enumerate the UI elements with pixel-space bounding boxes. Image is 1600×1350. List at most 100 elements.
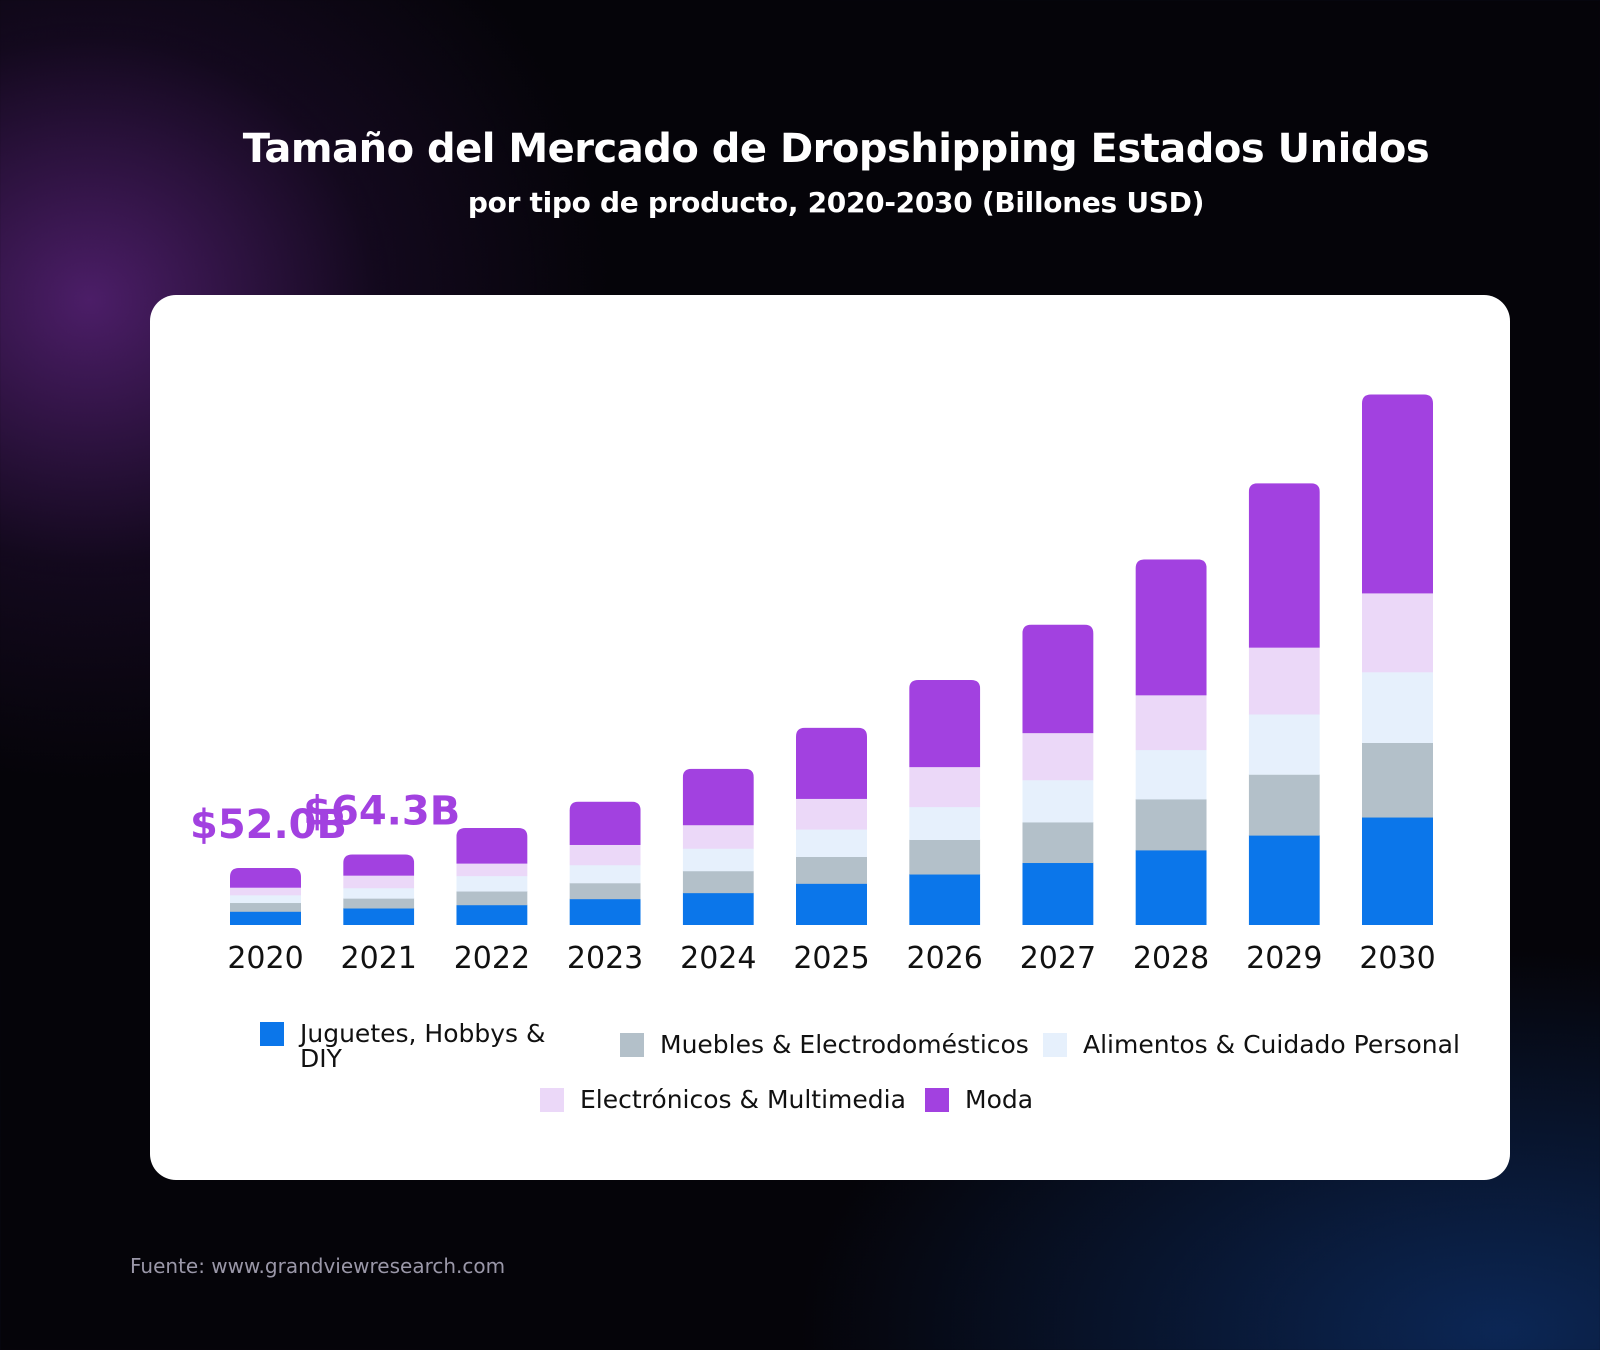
x-tick-label-2027: 2027 xyxy=(1020,941,1096,976)
bar-segment-2022-3 xyxy=(456,863,528,877)
legend-swatch-electronicos xyxy=(540,1088,564,1112)
bar-segment-2023-3 xyxy=(569,844,641,866)
bar-segment-2022-4 xyxy=(456,827,528,864)
legend-swatch-moda xyxy=(925,1088,949,1112)
bar-segment-2024-3 xyxy=(682,825,754,849)
bar-segment-2026-1 xyxy=(909,839,981,875)
legend-label-juguetes: Juguetes, Hobbys & DIY xyxy=(300,1019,546,1073)
legend-swatch-muebles xyxy=(620,1033,644,1057)
bar-segment-2030-1 xyxy=(1362,742,1433,818)
legend-item-alimentos: Alimentos & Cuidado Personal xyxy=(1043,1024,1460,1057)
chart-title: Tamaño del Mercado de Dropshipping Estad… xyxy=(242,126,1430,172)
bar-segment-2027-1 xyxy=(1022,821,1094,864)
bar-segment-2024-1 xyxy=(682,870,754,894)
bar-stack-2027 xyxy=(1022,624,1094,925)
bar-segment-2021-3 xyxy=(343,875,415,889)
bar-segment-2027-0 xyxy=(1022,862,1094,925)
bar-segment-2029-3 xyxy=(1248,647,1320,715)
bar-segment-2024-2 xyxy=(682,848,754,872)
bar-segment-2026-4 xyxy=(909,680,981,768)
bar-segment-2025-4 xyxy=(796,727,867,799)
bar-segment-2028-4 xyxy=(1135,559,1207,696)
x-tick-label-2020: 2020 xyxy=(227,941,303,976)
chart-subtitle: por tipo de producto, 2020-2030 (Billone… xyxy=(467,186,1205,219)
bar-stack-2021 xyxy=(343,854,415,925)
x-tick-label-2023: 2023 xyxy=(567,941,643,976)
bar-segment-2027-3 xyxy=(1022,733,1094,781)
bar-stack-2026 xyxy=(909,680,981,925)
chart-legend: Juguetes, Hobbys & DIY Muebles & Electro… xyxy=(150,295,1510,1180)
x-tick-label-2029: 2029 xyxy=(1246,941,1322,976)
bar-segment-2029-2 xyxy=(1248,713,1320,775)
x-tick-label-2021: 2021 xyxy=(341,941,417,976)
bar-segment-2020-0 xyxy=(230,911,301,925)
legend-item-juguetes: Juguetes, Hobbys & DIY xyxy=(260,1013,550,1071)
x-tick-label-2028: 2028 xyxy=(1133,941,1209,976)
bar-segment-2029-4 xyxy=(1248,483,1320,648)
bar-segment-2023-1 xyxy=(569,882,641,900)
total-label-2020: $52.0B xyxy=(190,802,347,848)
x-tick-label-2026: 2026 xyxy=(907,941,983,976)
legend-label-electronicos: Electrónicos & Multimedia xyxy=(580,1085,906,1114)
bar-stack-2030 xyxy=(1362,394,1433,925)
bar-stack-2020 xyxy=(230,868,301,925)
bar-segment-2027-4 xyxy=(1022,624,1094,734)
x-tick-label-2025: 2025 xyxy=(793,941,869,976)
chart-titles: Tamaño del Mercado de Dropshipping Estad… xyxy=(0,126,1600,219)
legend-swatch-alimentos xyxy=(1043,1033,1067,1057)
bar-segment-2025-1 xyxy=(796,856,867,884)
bar-segment-2022-1 xyxy=(456,891,528,906)
bar-segment-2029-0 xyxy=(1248,835,1320,925)
bar-stack-2028 xyxy=(1135,559,1207,925)
bar-stack-2023 xyxy=(569,801,641,925)
bar-segment-2021-4 xyxy=(343,854,415,876)
bar-segment-2021-1 xyxy=(343,898,415,909)
bar-segment-2030-0 xyxy=(1362,817,1433,925)
x-tick-label-2022: 2022 xyxy=(454,941,530,976)
bar-stack-2029 xyxy=(1248,483,1320,925)
bar-segment-2024-4 xyxy=(682,768,754,826)
bar-segment-2029-1 xyxy=(1248,774,1320,836)
legend-label-moda: Moda xyxy=(965,1085,1034,1114)
bar-stack-2022 xyxy=(456,827,528,925)
bar-segment-2023-4 xyxy=(569,801,641,845)
bar-segment-2028-3 xyxy=(1135,695,1207,751)
bar-segment-2022-0 xyxy=(456,904,528,925)
bar-segment-2023-2 xyxy=(569,864,641,884)
bar-stack-2024 xyxy=(682,768,754,925)
legend-item-muebles: Muebles & Electrodomésticos xyxy=(620,1024,1029,1057)
bar-segment-2021-0 xyxy=(343,908,415,925)
stacked-bar-chart: 2020 2021 2022 2023 2024 2025 2026 2027 2028 2029… xyxy=(190,394,1436,976)
total-label-2021: $64.3B xyxy=(303,789,460,835)
bar-segment-2026-0 xyxy=(909,874,981,925)
bar-segment-2028-2 xyxy=(1135,749,1207,800)
bar-segment-2020-1 xyxy=(230,902,301,912)
legend-swatch-juguetes xyxy=(260,1022,284,1046)
legend-label-alimentos: Alimentos & Cuidado Personal xyxy=(1083,1030,1460,1059)
bar-segment-2028-0 xyxy=(1135,849,1207,925)
bar-segment-2026-3 xyxy=(909,767,981,808)
bar-segment-2025-0 xyxy=(796,883,867,925)
legend-label-muebles: Muebles & Electrodomésticos xyxy=(660,1030,1029,1059)
bar-stack-2025 xyxy=(796,727,867,925)
source-note: Fuente: www.grandviewresearch.com xyxy=(130,1254,506,1278)
bar-segment-2025-3 xyxy=(796,798,867,830)
bar-segment-2030-2 xyxy=(1362,671,1433,743)
legend-item-moda: Moda xyxy=(925,1079,1033,1112)
bar-segment-2020-2 xyxy=(230,894,301,904)
bar-segment-2026-2 xyxy=(909,806,981,840)
bar-segment-2023-0 xyxy=(569,898,641,925)
bar-segment-2020-3 xyxy=(230,887,301,896)
bar-segment-2020-4 xyxy=(230,868,301,888)
bar-segment-2030-4 xyxy=(1362,394,1433,594)
bar-segment-2024-0 xyxy=(682,892,754,925)
chart-card: 2020 2021 2022 2023 2024 2025 2026 2027 2028 2029… xyxy=(150,295,1510,1180)
bar-segment-2030-3 xyxy=(1362,593,1433,673)
bar-segment-2028-1 xyxy=(1135,798,1207,851)
bar-segment-2025-2 xyxy=(796,829,867,857)
bar-segment-2027-2 xyxy=(1022,779,1094,823)
bar-segment-2022-2 xyxy=(456,875,528,892)
x-tick-label-2030: 2030 xyxy=(1359,941,1435,976)
bar-segment-2021-2 xyxy=(343,887,415,899)
legend-item-electronicos: Electrónicos & Multimedia xyxy=(540,1079,906,1112)
